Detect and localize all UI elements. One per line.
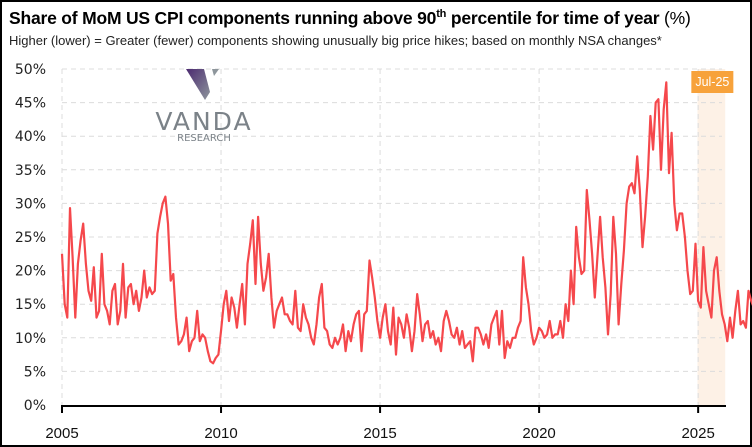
y-tick-label: 30% [15,196,46,212]
y-tick-label: 10% [15,331,46,347]
chart-title: Share of MoM US CPI components running a… [9,8,691,29]
x-tick-label: 2025 [681,425,714,442]
y-tick-label: 15% [15,297,46,313]
title-main: Share of MoM US CPI components running a… [9,8,437,28]
x-axis: 2005 2010 2015 2020 2025 [45,405,726,442]
vanda-logo: VANDA RESEARCH [155,69,252,144]
logo-mark-tip-icon [212,69,219,76]
title-unit: (%) [659,8,691,28]
series-layer [60,81,752,365]
y-tick-label: 40% [15,129,46,145]
y-axis-ticks: 0% 5% 10% 15% 20% 25% 30% 35% 40% 45% 50% [15,62,46,414]
logo-tagline: RESEARCH [177,133,231,144]
highlight-badge-label: Jul-25 [695,75,729,89]
x-tick-label: 2010 [204,425,237,442]
title-superscript: th [436,8,447,21]
y-tick-label: 45% [15,96,46,112]
highlight-badge [691,71,734,93]
chart-subtitle: Higher (lower) = Greater (fewer) compone… [9,33,662,48]
y-tick-label: 20% [15,264,46,280]
series-line [60,81,752,365]
y-tick-label: 0% [24,398,46,414]
y-tick-label: 25% [15,230,46,246]
logo-name: VANDA [155,107,252,136]
y-tick-label: 35% [15,163,46,179]
highlight-badge-layer: Jul-25 [691,71,734,93]
y-tick-label: 5% [24,364,46,380]
logo-mark-icon [186,69,210,100]
x-tick-label: 2020 [522,425,555,442]
x-tick-label: 2005 [45,425,78,442]
x-tick-label: 2015 [363,425,396,442]
y-tick-label: 50% [15,62,46,78]
title-tail: percentile for time of year [446,8,660,28]
